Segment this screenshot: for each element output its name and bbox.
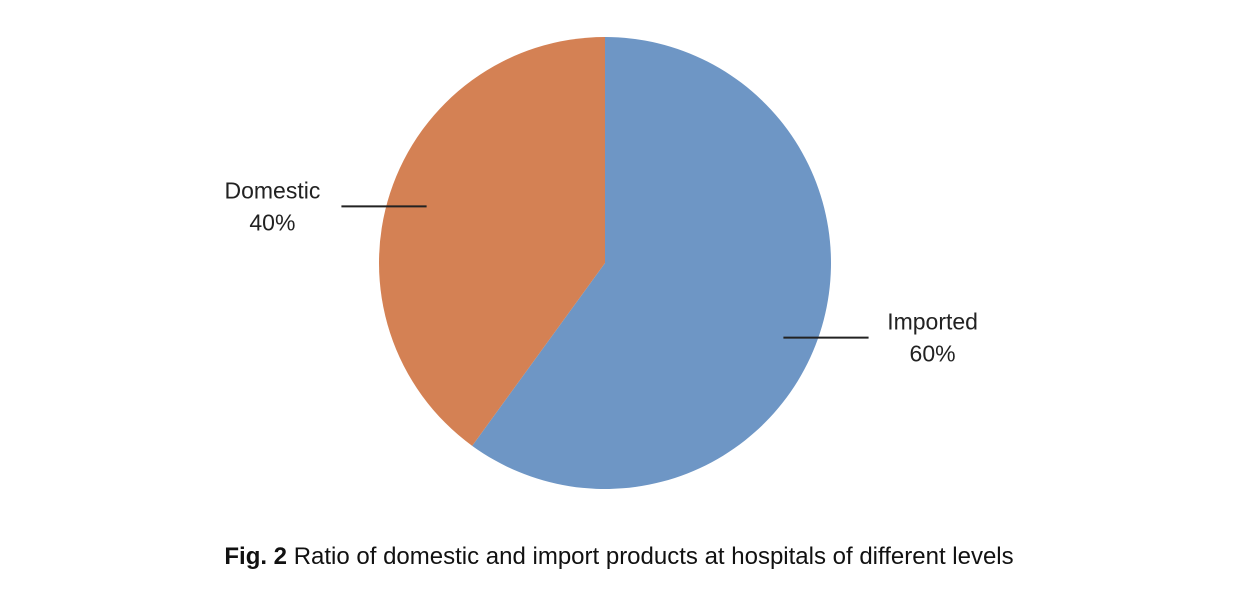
slice-label-imported: Imported: [887, 309, 978, 335]
slice-value-label-imported: 60%: [910, 341, 956, 367]
pie-slice-domestic: [378, 36, 605, 446]
figure-caption: Fig. 2 Ratio of domestic and import prod…: [0, 543, 1238, 571]
figure-caption-text: Ratio of domestic and import products at…: [293, 543, 1014, 570]
figure-number: Fig. 2: [224, 543, 288, 570]
pie-chart: Imported 60% Domestic 40%: [224, 36, 978, 489]
pie-slice-imported: [472, 37, 831, 489]
slice-value-label-domestic: 40%: [249, 209, 295, 235]
slice-label-domestic: Domestic: [224, 177, 320, 203]
